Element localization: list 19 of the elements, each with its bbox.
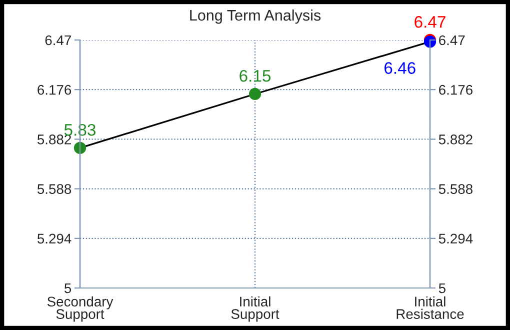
data-label: 6.47 [414, 16, 446, 28]
y-tick-label: 6.47 [45, 35, 71, 46]
y-tick-label: 5.294 [37, 234, 72, 244]
y-tick-label: 5.588 [37, 184, 72, 194]
y2-tick-label: 5.588 [438, 184, 472, 194]
y-tick-label: 5.882 [37, 134, 71, 144]
y2-tick-label: 6.176 [439, 84, 472, 95]
y2-tick-label: 6.47 [439, 35, 465, 46]
chart-title: Long Term Analysis [190, 9, 321, 24]
x-tick-label: Initial Support [231, 296, 280, 322]
y2-tick-label: 5.294 [438, 234, 473, 244]
y2-tick-label: 5.882 [438, 134, 472, 144]
data-label: 6.46 [384, 62, 416, 74]
x-tick-label: Secondary Support [47, 296, 114, 322]
data-label: 6.15 [240, 70, 271, 82]
x-tick-label: Initial Resistance [396, 296, 464, 319]
y2-tick-label: 5 [438, 283, 446, 294]
y-tick-label: 6.176 [38, 84, 72, 95]
y-tick-label: 5 [64, 283, 72, 294]
